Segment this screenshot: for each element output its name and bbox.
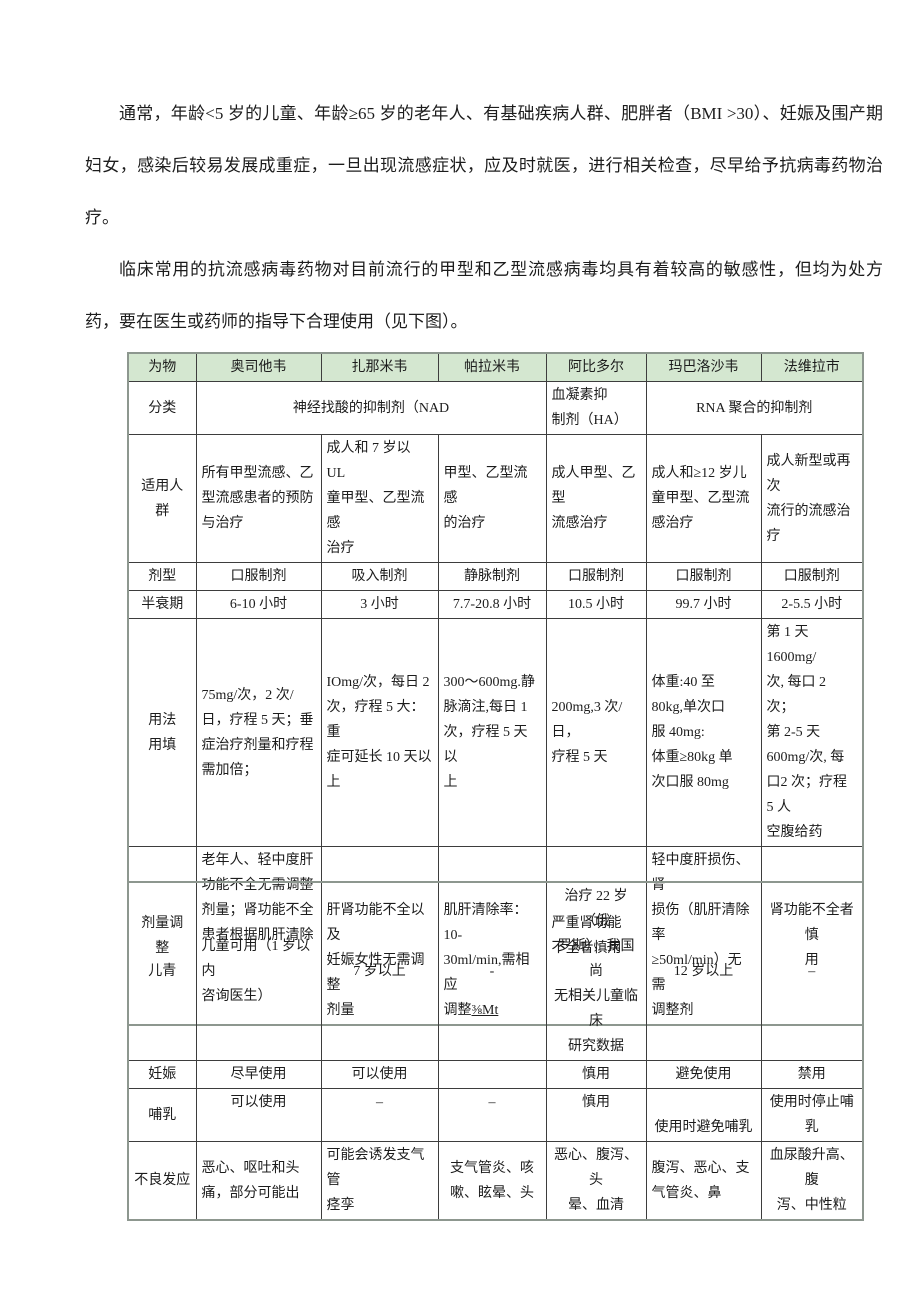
table-cell: 第 1 天 1600mg/ 次, 每口 2 次； 第 2-5 天 600mg/次… bbox=[760, 618, 864, 847]
row-label-adverse-reactions: 不良发应 bbox=[127, 1141, 197, 1221]
paragraph-antiviral-drugs: 临床常用的抗流感病毒药物对目前流行的甲型和乙型流感病毒均具有着较高的敏感性，但均… bbox=[85, 260, 883, 331]
table-cell: – bbox=[760, 881, 864, 1061]
table-cell: - bbox=[437, 881, 547, 1061]
header-cell-zanamivir: 扎那米韦 bbox=[320, 352, 439, 382]
table-cell: 可以使用 bbox=[195, 1088, 322, 1142]
table-cell: 成人甲型、乙型 流感治疗 bbox=[545, 434, 647, 563]
table-row-dosage-form: 剂型 口服制剂 吸入制剂 静脉制剂 口服制剂 口服制剂 口服制剂 bbox=[127, 562, 864, 591]
row-label-children: 儿青 bbox=[127, 881, 197, 1061]
table-row-lactation: 哺乳 可以使用 – – 慎用 使用时避免哺乳 使用时停止哺乳 bbox=[127, 1088, 864, 1142]
table-cell: 恶心、腹泻、头 晕、血清 bbox=[545, 1141, 647, 1221]
table-row-children: 儿青 儿童可用（1 岁以内 咨询医生） 7 岁以上 - 治疗 22 岁（俄 罗斯… bbox=[127, 881, 864, 1061]
table-cell: 支气管炎、咳 嗽、眩晕、头 bbox=[437, 1141, 547, 1221]
table-cell: 口服制剂 bbox=[545, 562, 647, 591]
table-cell: 慎用 bbox=[545, 1088, 647, 1142]
header-cell-baloxavir: 玛巴洛沙韦 bbox=[645, 352, 762, 382]
table-row-adverse-reactions: 不良发应 恶心、呕吐和头 痛，部分可能出 可能会诱发支气管 痉孪 支气管炎、咳 … bbox=[127, 1141, 864, 1221]
table-row-drug-names: 为物 奥司他韦 扎那米韦 帕拉米韦 阿比多尔 玛巴洛沙韦 法维拉市 bbox=[127, 352, 864, 382]
table-cell: 治疗 22 岁（俄 罗斯），我国尚 无相关儿童临床 研究数据 bbox=[545, 881, 647, 1061]
table-cell: 使用时避免哺乳 bbox=[645, 1088, 762, 1142]
drug-comparison-table-main: 为物 奥司他韦 扎那米韦 帕拉米韦 阿比多尔 玛巴洛沙韦 法维拉市 分类 神经找… bbox=[127, 352, 864, 1026]
table-cell: IOmg/次，每日 2 次，疗程 5 大：重 症可延长 10 天以 上 bbox=[320, 618, 439, 847]
table-cell: 慎用 bbox=[545, 1060, 647, 1089]
table-cell: 7 岁以上 bbox=[320, 881, 439, 1061]
table-cell: 99.7 小时 bbox=[645, 590, 762, 619]
table-cell: 12 岁以上 bbox=[645, 881, 762, 1061]
table-cell: 口服制剂 bbox=[645, 562, 762, 591]
row-label-dosage-form: 剂型 bbox=[127, 562, 197, 591]
row-label-pregnancy: 妊娠 bbox=[127, 1060, 197, 1089]
table-cell: 甲型、乙型流感 的治疗 bbox=[437, 434, 547, 563]
row-label-category: 分类 bbox=[127, 381, 197, 435]
table-cell: 6-10 小时 bbox=[195, 590, 322, 619]
table-cell: 尽早使用 bbox=[195, 1060, 322, 1089]
table-cell: 成人新型或再次 流行的流感治疗 bbox=[760, 434, 864, 563]
table-cell: 2-5.5 小时 bbox=[760, 590, 864, 619]
table-cell: 成人和≥12 岁儿 童甲型、乙型流 感治疗 bbox=[645, 434, 762, 563]
drug-comparison-table-secondary: 儿青 儿童可用（1 岁以内 咨询医生） 7 岁以上 - 治疗 22 岁（俄 罗斯… bbox=[127, 881, 864, 1221]
header-cell-peramivir: 帕拉米韦 bbox=[437, 352, 547, 382]
header-cell-arbidol: 阿比多尔 bbox=[545, 352, 647, 382]
table-cell bbox=[437, 1060, 547, 1089]
row-label-population: 适用人 群 bbox=[127, 434, 197, 563]
table-cell: 静脉制剂 bbox=[437, 562, 547, 591]
row-label-usage: 用法 用填 bbox=[127, 618, 197, 847]
table-cell: 7.7-20.8 小时 bbox=[437, 590, 547, 619]
table-cell: 恶心、呕吐和头 痛，部分可能出 bbox=[195, 1141, 322, 1221]
header-cell-row-label: 为物 bbox=[127, 352, 197, 382]
table-cell: 禁用 bbox=[760, 1060, 864, 1089]
table-cell: 200mg,3 次/日， 疗程 5 天 bbox=[545, 618, 647, 847]
row-label-half-life: 半衰期 bbox=[127, 590, 197, 619]
table-cell: 可能会诱发支气管 痉孪 bbox=[320, 1141, 439, 1221]
table-cell: 10.5 小时 bbox=[545, 590, 647, 619]
table-row-category: 分类 神经找酸的抑制剂（NAD 血凝素抑 制剂（HA） RNA 聚合的抑制剂 bbox=[127, 381, 864, 435]
table-cell: 75mg/次，2 次/ 日，疗程 5 天；垂 症治疗剂量和疗程 需加倍； bbox=[195, 618, 322, 847]
table-cell: 可以使用 bbox=[320, 1060, 439, 1089]
table-cell: 300～600mg.静 脉滴注,每日 1 次，疗程 5 天以 上 bbox=[437, 618, 547, 847]
table-cell: 吸入制剂 bbox=[320, 562, 439, 591]
table-cell: 体重:40 至 80kg,单次口 服 40mg: 体重≥80kg 单 次口服 8… bbox=[645, 618, 762, 847]
table-cell-nad-inhibitor: 神经找酸的抑制剂（NAD bbox=[195, 381, 547, 435]
table-cell: – bbox=[320, 1088, 439, 1142]
paragraph-risk-groups: 通常，年龄<5 岁的儿童、年龄≥65 岁的老年人、有基础疾病人群、肥胖者（BMI… bbox=[85, 104, 883, 227]
table-cell: 避免使用 bbox=[645, 1060, 762, 1089]
document-body-text: 通常，年龄<5 岁的儿童、年龄≥65 岁的老年人、有基础疾病人群、肥胖者（BMI… bbox=[85, 0, 883, 348]
table-row-half-life: 半衰期 6-10 小时 3 小时 7.7-20.8 小时 10.5 小时 99.… bbox=[127, 590, 864, 619]
table-row-population: 适用人 群 所有甲型流感、乙 型流感患者的预防 与治疗 成人和 7 岁以 UL … bbox=[127, 434, 864, 563]
header-cell-oseltamivir: 奥司他韦 bbox=[195, 352, 322, 382]
table-cell: 口服制剂 bbox=[760, 562, 864, 591]
table-cell: 成人和 7 岁以 UL 童甲型、乙型流感 治疗 bbox=[320, 434, 439, 563]
table-cell-ha-inhibitor: 血凝素抑 制剂（HA） bbox=[545, 381, 647, 435]
table-cell: 儿童可用（1 岁以内 咨询医生） bbox=[195, 881, 322, 1061]
table-cell: 3 小时 bbox=[320, 590, 439, 619]
table-cell: 口服制剂 bbox=[195, 562, 322, 591]
header-cell-favipiravir: 法维拉市 bbox=[760, 352, 864, 382]
table-cell: – bbox=[437, 1088, 547, 1142]
table-cell-rna-inhibitor: RNA 聚合的抑制剂 bbox=[645, 381, 864, 435]
table-row-usage: 用法 用填 75mg/次，2 次/ 日，疗程 5 天；垂 症治疗剂量和疗程 需加… bbox=[127, 618, 864, 847]
table-cell: 腹泻、恶心、支 气管炎、鼻 bbox=[645, 1141, 762, 1221]
table-cell: 所有甲型流感、乙 型流感患者的预防 与治疗 bbox=[195, 434, 322, 563]
table-cell: 使用时停止哺乳 bbox=[760, 1088, 864, 1142]
row-label-lactation: 哺乳 bbox=[127, 1088, 197, 1142]
table-cell: 血尿酸升高、腹 泻、中性粒 bbox=[760, 1141, 864, 1221]
table-row-pregnancy: 妊娠 尽早使用 可以使用 慎用 避免使用 禁用 bbox=[127, 1060, 864, 1089]
